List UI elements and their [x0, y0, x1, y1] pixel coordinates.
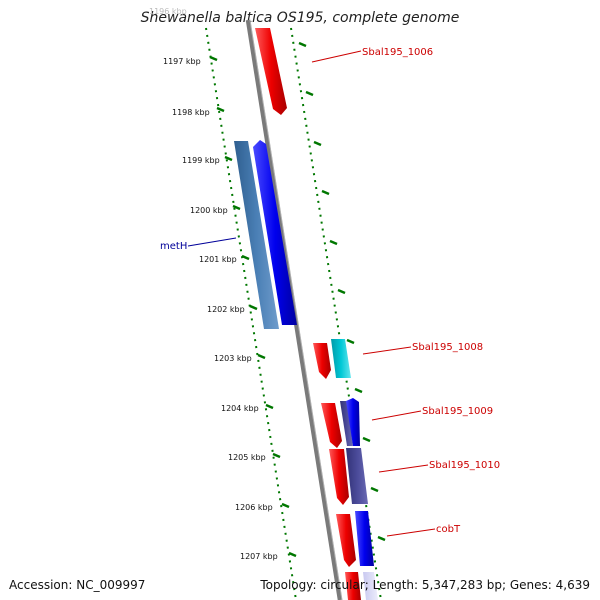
- gene-red-bottom-arrow[interactable]: [345, 572, 361, 600]
- gene-cyan-arrow[interactable]: [331, 339, 351, 378]
- axis-label-1206: 1206 kbp: [235, 503, 273, 512]
- gene-sbal195-1010-arrow[interactable]: [329, 449, 349, 505]
- axis-label-1199: 1199 kbp: [182, 156, 220, 165]
- genome-summary-label: Topology: circular; Length: 5,347,283 bp…: [260, 578, 590, 592]
- axis-label-1204: 1204 kbp: [221, 404, 259, 413]
- accession-label: Accession: NC_009997: [9, 578, 146, 592]
- leader-sbal195-1009: [371, 410, 422, 421]
- gene-blue-upper-arrow[interactable]: [253, 140, 297, 325]
- gene-sbal195-1006-arrow[interactable]: [255, 28, 287, 115]
- gene-label-sbal195-1010[interactable]: Sbal195_1010: [429, 460, 500, 471]
- axis-label-1205: 1205 kbp: [228, 453, 266, 462]
- axis-label-1207: 1207 kbp: [240, 552, 278, 561]
- axis-label-1198: 1198 kbp: [172, 108, 210, 117]
- leader-sbal195-1010: [378, 464, 429, 473]
- gene-label-sbal195-1009[interactable]: Sbal195_1009: [422, 406, 493, 417]
- leader-sbal195-1008: [362, 346, 412, 355]
- gene-blue-lower-arrow[interactable]: [355, 511, 374, 566]
- axis-label-1197: 1197 kbp: [163, 57, 201, 66]
- axis-ticks: [209, 41, 386, 558]
- axis-label-1200: 1200 kbp: [190, 206, 228, 215]
- genome-backbone-highlight: [249, 19, 343, 600]
- leader-cobt: [386, 528, 436, 537]
- gene-sbal195-1009-arrow[interactable]: [321, 403, 342, 448]
- gene-label-meth[interactable]: metH: [160, 241, 187, 252]
- gene-pale-bottom-arrow[interactable]: [363, 572, 378, 600]
- gene-label-sbal195-1006[interactable]: Sbal195_1006: [362, 47, 433, 58]
- axis-label-faded: 1196 kbp: [149, 7, 187, 16]
- leader-sbal195-1006: [311, 50, 362, 63]
- gene-slate-upper-arrow[interactable]: [340, 401, 353, 446]
- axis-label-1202: 1202 kbp: [207, 305, 245, 314]
- gene-slate-lower-arrow[interactable]: [346, 448, 368, 504]
- gene-blue-mid-arrow[interactable]: [346, 398, 360, 446]
- gene-label-cobt[interactable]: cobT: [436, 524, 461, 535]
- gene-label-sbal195-1008[interactable]: Sbal195_1008: [412, 342, 483, 353]
- genome-title: Shewanella baltica OS195, complete genom…: [140, 10, 460, 26]
- gene-sbal195-1008-arrow[interactable]: [313, 343, 331, 379]
- gene-cobt-arrow[interactable]: [336, 514, 356, 567]
- leader-meth: [187, 237, 237, 247]
- axis-label-1203: 1203 kbp: [214, 354, 252, 363]
- axis-label-1201: 1201 kbp: [199, 255, 237, 264]
- gene-meth-arrow[interactable]: [234, 141, 279, 329]
